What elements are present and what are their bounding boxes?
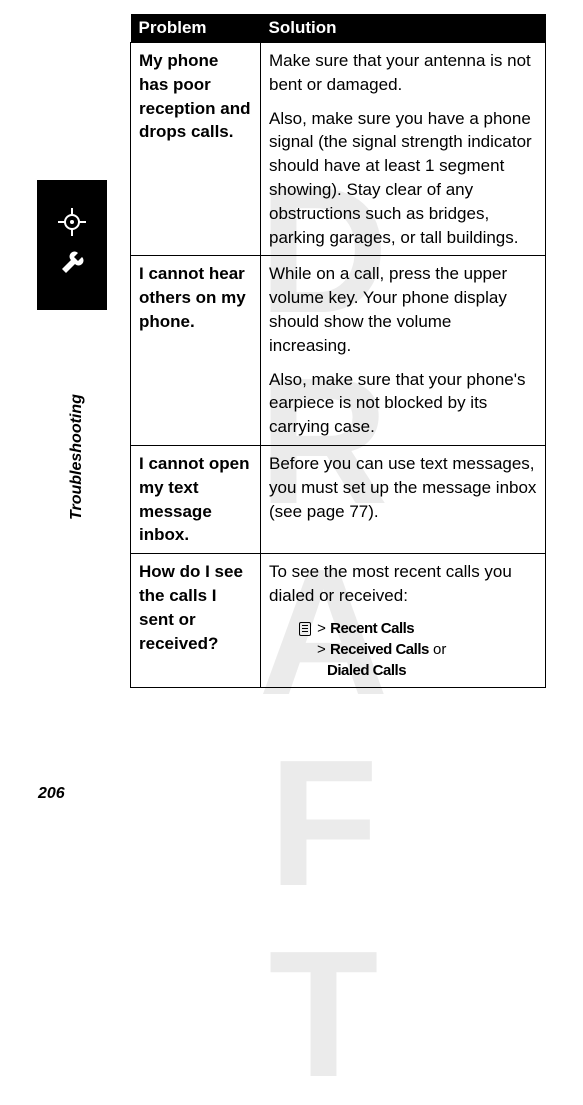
troubleshooting-table: Problem Solution My phone has poor recep… [130,14,546,688]
problem-cell: I cannot open my text message inbox. [131,445,261,553]
problem-cell: How do I see the calls I sent or receive… [131,554,261,688]
nav-sep: > [317,641,326,658]
nav-path-sub: Dialed Calls [327,660,537,681]
wrench-icon [58,249,86,282]
table-row: I cannot open my text message inbox. Bef… [131,445,546,553]
header-problem: Problem [131,14,261,43]
solution-text: Make sure that your antenna is not bent … [269,49,537,97]
nav-path-sub: > Received Calls or [317,639,537,660]
sidebar-tab [37,180,107,310]
problem-cell: I cannot hear others on my phone. [131,256,261,446]
problem-cell: My phone has poor reception and drops ca… [131,43,261,256]
solution-text: Also, make sure that your phone's earpie… [269,368,537,439]
menu-key-icon [299,622,311,636]
solution-text: Also, make sure you have a phone signal … [269,107,537,250]
solution-cell: Before you can use text messages, you mu… [261,445,546,553]
table-row: How do I see the calls I sent or receive… [131,554,546,688]
crosshair-icon [58,208,86,241]
solution-text: Before you can use text messages, you mu… [269,452,537,523]
header-solution: Solution [261,14,546,43]
nav-item: Recent Calls [330,620,414,637]
nav-item: Dialed Calls [327,662,406,679]
nav-item: Received Calls [330,641,429,658]
nav-path: > Recent Calls [299,618,537,639]
nav-or: or [429,641,447,658]
page-number: 206 [38,785,65,803]
solution-text: To see the most recent calls you dialed … [269,560,537,608]
solution-cell: Make sure that your antenna is not bent … [261,43,546,256]
nav-sep: > [317,620,326,637]
section-label: Troubleshooting [68,394,86,520]
table-row: I cannot hear others on my phone. While … [131,256,546,446]
solution-cell: To see the most recent calls you dialed … [261,554,546,688]
solution-text: While on a call, press the upper volume … [269,262,537,357]
solution-cell: While on a call, press the upper volume … [261,256,546,446]
table-row: My phone has poor reception and drops ca… [131,43,546,256]
